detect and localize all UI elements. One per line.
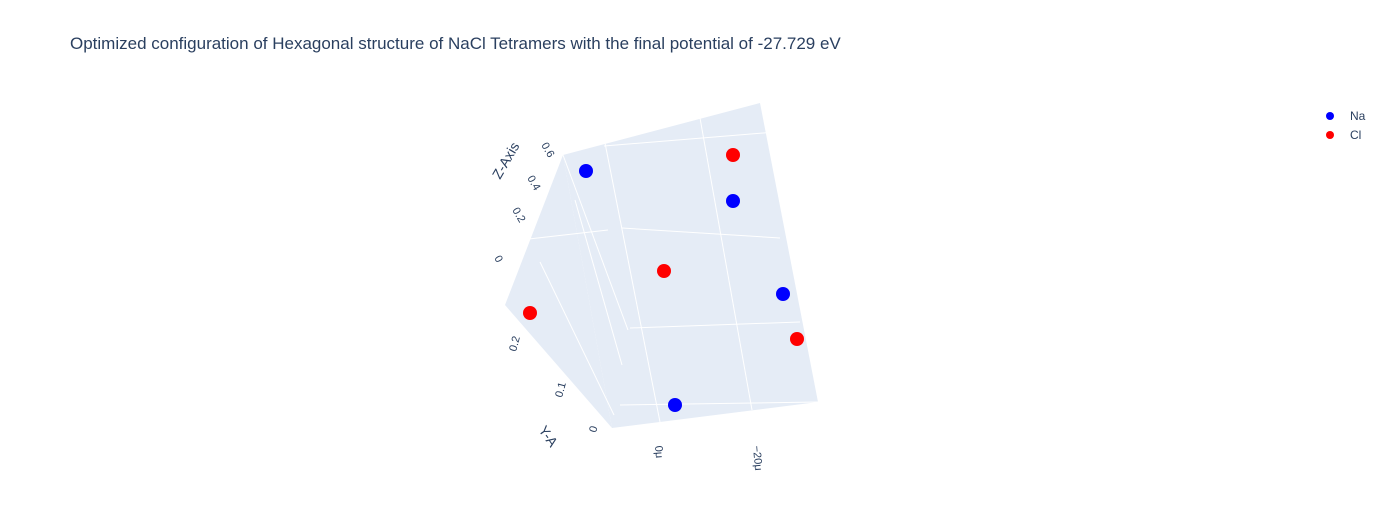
point-na[interactable] xyxy=(668,398,682,412)
legend-label-cl: Cl xyxy=(1350,127,1362,142)
point-cl[interactable] xyxy=(657,264,671,278)
legend-item-cl[interactable]: Cl xyxy=(1326,125,1365,144)
y-axis-title: Y-A xyxy=(536,423,562,451)
legend-marker-na xyxy=(1326,111,1334,120)
z-axis-title: Z-Axis xyxy=(489,139,523,181)
point-na[interactable] xyxy=(579,164,593,178)
z-tick-label: 0 xyxy=(491,254,504,265)
side-pane xyxy=(505,155,612,428)
point-cl[interactable] xyxy=(523,306,537,320)
y-tick-label: 0.1 xyxy=(553,381,569,399)
x-tick-label: −20μ xyxy=(750,445,764,471)
chart-title: Optimized configuration of Hexagonal str… xyxy=(70,34,841,53)
z-tick-label: 0.6 xyxy=(538,141,556,160)
data-points xyxy=(523,148,804,412)
z-tick-label: 0.2 xyxy=(509,206,527,225)
z-tick-label: 0.4 xyxy=(524,174,542,193)
y-tick-label: 0.2 xyxy=(507,335,523,353)
point-na[interactable] xyxy=(726,194,740,208)
y-tick-label: 0 xyxy=(587,425,600,434)
x-tick-label: 0μ xyxy=(652,445,665,458)
legend: Na Cl xyxy=(1326,106,1365,144)
point-cl[interactable] xyxy=(790,332,804,346)
point-na[interactable] xyxy=(776,287,790,301)
legend-label-na: Na xyxy=(1350,108,1366,123)
gridlines xyxy=(519,117,819,423)
legend-marker-cl xyxy=(1326,130,1334,139)
tick-labels: 0 0.2 0.4 0.6 0 0.1 0.2 0μ −20μ xyxy=(491,141,764,472)
back-pane xyxy=(563,103,818,428)
legend-item-na[interactable]: Na xyxy=(1326,106,1365,125)
scene-panes xyxy=(505,103,818,428)
point-cl[interactable] xyxy=(726,148,740,162)
